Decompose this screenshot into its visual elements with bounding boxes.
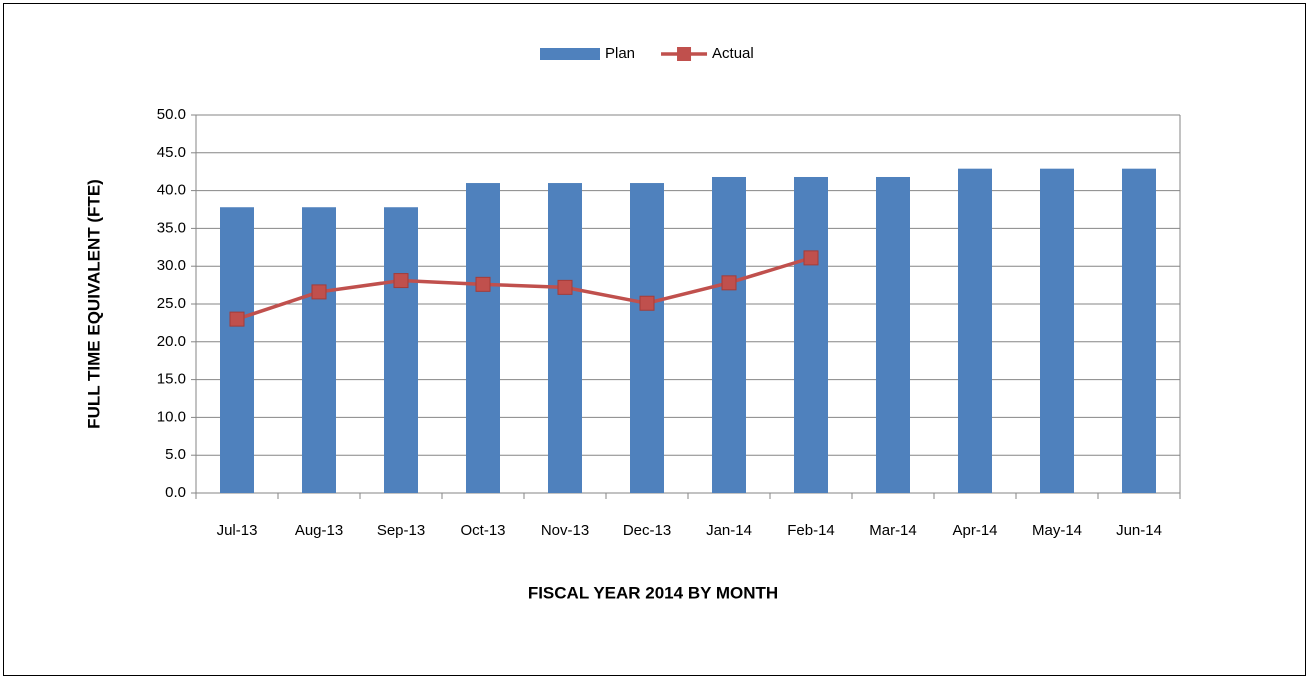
bar: [302, 207, 336, 493]
x-tick-label: Jun-14: [1116, 522, 1162, 539]
legend-label: Actual: [712, 45, 754, 62]
y-tick-label: 40.0: [157, 182, 186, 199]
x-tick-label: Nov-13: [541, 522, 589, 539]
marker: [639, 295, 655, 311]
y-tick-label: 20.0: [157, 333, 186, 350]
marker: [557, 279, 573, 295]
x-tick-label: Sep-13: [377, 522, 425, 539]
y-tick-label: 35.0: [157, 219, 186, 236]
marker: [393, 273, 409, 289]
y-tick-label: 0.0: [165, 484, 186, 501]
bar: [1122, 168, 1156, 493]
bar: [1040, 168, 1074, 493]
bar: [630, 183, 664, 494]
y-tick-label: 25.0: [157, 295, 186, 312]
line: [236, 256, 812, 321]
bar: [712, 176, 746, 493]
y-tick-label: 45.0: [157, 144, 186, 161]
x-tick-label: Jan-14: [706, 522, 752, 539]
marker: [721, 275, 737, 291]
x-tick-label: Aug-13: [295, 522, 343, 539]
bar: [876, 176, 910, 493]
y-tick-label: 50.0: [157, 106, 186, 123]
marker: [311, 284, 327, 300]
marker: [229, 311, 245, 327]
x-axis-title: FISCAL YEAR 2014 BY MONTH: [528, 583, 778, 602]
x-tick-label: Mar-14: [869, 522, 917, 539]
legend-marker: [677, 47, 692, 61]
y-tick-label: 10.0: [157, 408, 186, 425]
bar: [466, 183, 500, 494]
bar: [958, 168, 992, 493]
x-tick-label: May-14: [1032, 522, 1082, 539]
x-tick-label: Oct-13: [460, 522, 505, 539]
y-axis-title: FULL TIME EQUIVALENT (FTE): [84, 179, 103, 429]
y-tick-label: 15.0: [157, 371, 186, 388]
x-tick-label: Jul-13: [217, 522, 258, 539]
bar: [384, 207, 418, 493]
bar: [548, 183, 582, 494]
y-tick-label: 30.0: [157, 257, 186, 274]
x-tick-label: Apr-14: [952, 522, 997, 539]
legend-swatch: [540, 48, 600, 60]
x-tick-label: Dec-13: [623, 522, 671, 539]
marker: [803, 250, 819, 266]
y-tick-label: 5.0: [165, 446, 186, 463]
bar: [220, 207, 254, 493]
x-tick-label: Feb-14: [787, 522, 835, 539]
marker: [475, 276, 491, 292]
bar: [794, 176, 828, 493]
legend-label: Plan: [605, 45, 635, 62]
